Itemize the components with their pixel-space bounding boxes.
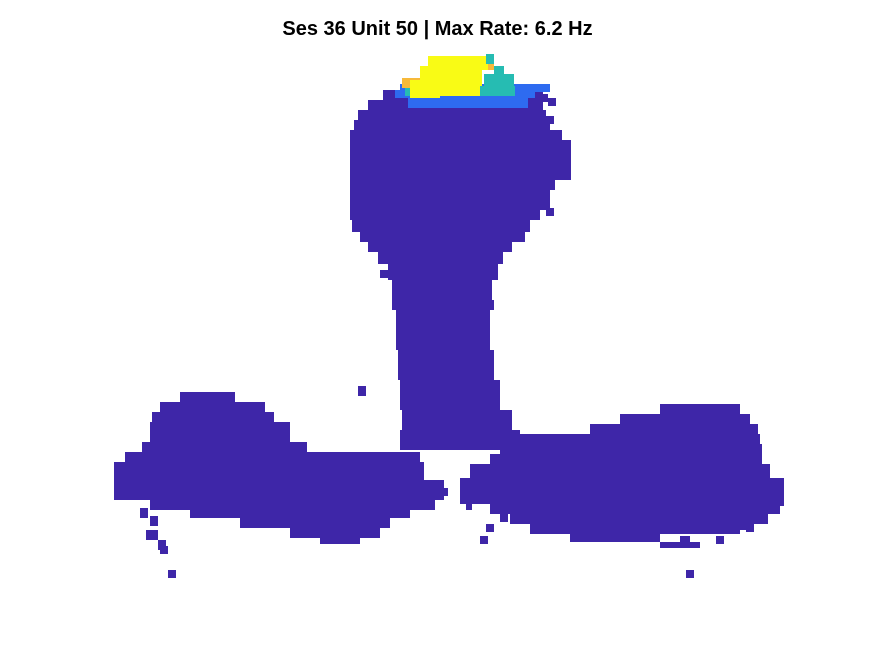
- rate-bin-chamber: [378, 252, 503, 264]
- rate-bin-chamber: [360, 232, 525, 242]
- rate-bin-right-arm: [460, 478, 784, 504]
- rate-bin-left-arm: [152, 412, 274, 422]
- rate-bin-right-arm: [570, 534, 660, 542]
- rate-bin-chamber: [350, 190, 550, 210]
- rate-bin-chamber: [388, 264, 498, 280]
- rate-bin-edge: [548, 98, 556, 106]
- rate-bin-edge: [760, 514, 768, 524]
- rate-bin-edge: [746, 524, 754, 532]
- chart-title: Ses 36 Unit 50 | Max Rate: 6.2 Hz: [282, 18, 593, 40]
- rate-bin-left-arm: [190, 510, 410, 518]
- rate-bin-edge: [410, 388, 418, 396]
- rate-bin-field: [486, 54, 494, 64]
- rate-bin-right-arm: [590, 424, 758, 434]
- rate-bin-chamber: [350, 180, 555, 190]
- rate-bin-left-arm: [142, 442, 307, 452]
- rate-bin-stem: [400, 430, 520, 450]
- rate-bin-right-arm: [490, 454, 762, 464]
- rate-bin-edge: [140, 508, 148, 518]
- rate-bin-edge: [716, 536, 724, 544]
- rate-bin-stem: [392, 280, 492, 310]
- rate-bin-right-arm: [490, 504, 780, 514]
- rate-bin-field: [408, 98, 528, 108]
- rate-bin-edge: [736, 520, 746, 530]
- rate-bin-right-arm: [660, 404, 740, 414]
- rate-bin-chamber: [350, 210, 540, 220]
- rate-bin-left-arm: [320, 538, 360, 544]
- rate-bin-stem: [402, 410, 512, 430]
- rate-bin-edge: [160, 546, 168, 554]
- rate-bin-right-arm: [510, 514, 760, 524]
- rate-bin-edge: [680, 536, 690, 544]
- rate-bin-chamber: [358, 110, 546, 120]
- rate-bin-edge: [546, 116, 554, 124]
- rate-bin-chamber: [354, 120, 550, 130]
- rate-bin-left-arm: [150, 500, 435, 510]
- rate-bin-chamber: [352, 220, 530, 232]
- rate-bin-left-arm: [114, 462, 424, 480]
- rate-bin-edge: [486, 524, 494, 532]
- rate-bin-left-arm: [160, 402, 265, 412]
- rate-bin-left-arm: [114, 480, 444, 500]
- rate-bin-left-arm: [290, 528, 380, 538]
- rate-bin-right-arm: [620, 414, 750, 424]
- rate-bin-chamber: [368, 242, 512, 252]
- rate-bin-field: [420, 66, 482, 86]
- rate-bin-edge: [540, 94, 548, 102]
- rate-bin-right-arm: [500, 444, 762, 454]
- rate-bin-chamber: [350, 130, 562, 140]
- rate-bin-edge: [168, 570, 176, 578]
- rate-bin-right-arm: [470, 464, 770, 478]
- rate-bin-edge: [146, 530, 158, 540]
- rate-bin-left-arm: [180, 392, 235, 402]
- rate-bin-field: [428, 56, 488, 70]
- rate-bin-right-arm: [530, 524, 740, 534]
- rate-bin-field: [440, 86, 480, 96]
- rate-bin-edge: [686, 570, 694, 578]
- rate-bin-left-arm: [125, 452, 420, 462]
- rate-bin-right-arm: [520, 434, 760, 444]
- rate-bin-edge: [466, 502, 472, 510]
- rate-bin-chamber: [350, 140, 571, 180]
- rate-bin-edge: [440, 488, 448, 496]
- rate-bin-field: [494, 66, 504, 80]
- rate-bin-edge: [150, 516, 158, 526]
- rate-bin-edge: [546, 208, 554, 216]
- rate-bin-left-arm: [150, 422, 290, 442]
- rate-bin-edge: [500, 514, 508, 522]
- rate-bin-edge: [380, 270, 388, 278]
- rate-bin-edge: [778, 496, 784, 506]
- rate-bin-edge: [158, 540, 166, 550]
- rate-bin-edge: [660, 542, 700, 548]
- rate-bin-edge: [358, 386, 366, 396]
- rate-bin-stem: [398, 350, 494, 380]
- rate-bin-stem: [396, 310, 490, 350]
- rate-bin-edge: [486, 300, 494, 310]
- rate-bin-edge: [480, 536, 488, 544]
- rate-bin-left-arm: [240, 518, 390, 528]
